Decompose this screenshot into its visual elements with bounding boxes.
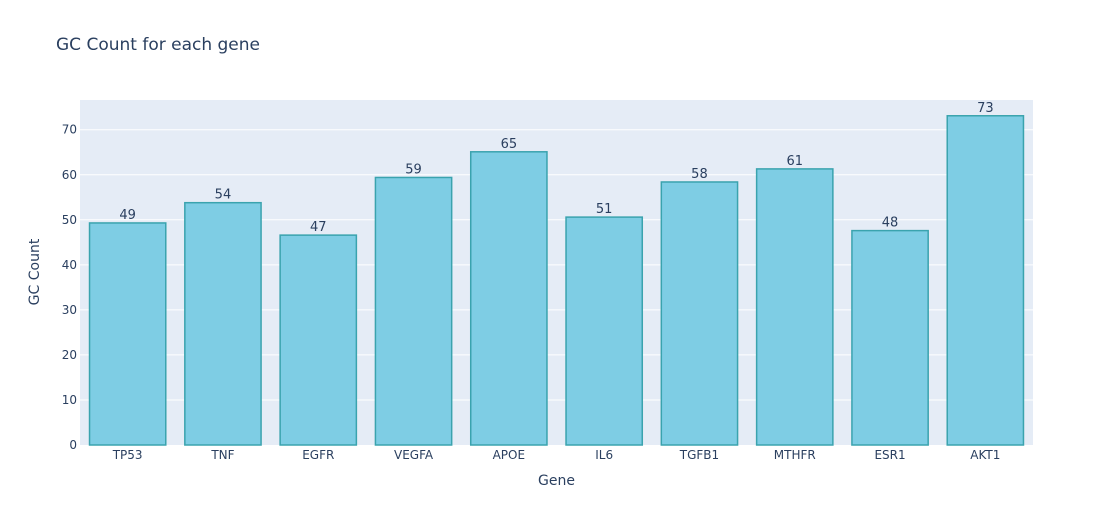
y-axis-title: GC Count bbox=[27, 238, 43, 305]
y-axis-ticks: 0 10 20 30 40 50 60 70 bbox=[62, 123, 77, 452]
data-label-akt1: 73 bbox=[977, 101, 994, 116]
data-label-esr1: 48 bbox=[882, 216, 899, 231]
data-label-tp53: 49 bbox=[119, 208, 136, 223]
y-tick-label: 30 bbox=[62, 303, 77, 317]
bar-tp53 bbox=[88, 222, 167, 446]
bar-il6 bbox=[565, 216, 644, 446]
x-tick-label-il6: IL6 bbox=[595, 448, 613, 462]
x-tick-label-egfr: EGFR bbox=[302, 448, 334, 462]
x-tick-label-akt1: AKT1 bbox=[970, 448, 1000, 462]
bar-akt1 bbox=[946, 115, 1025, 446]
x-tick-label-tp53: TP53 bbox=[112, 448, 143, 462]
bars bbox=[88, 115, 1025, 446]
y-tick-label: 0 bbox=[69, 438, 77, 452]
data-label-mthfr: 61 bbox=[786, 154, 803, 169]
x-tick-label-esr1: ESR1 bbox=[874, 448, 905, 462]
y-tick-label: 70 bbox=[62, 123, 77, 137]
bar-mthfr bbox=[755, 168, 834, 446]
data-label-vegfa: 59 bbox=[405, 162, 422, 177]
x-tick-label-tgfb1: TGFB1 bbox=[679, 448, 719, 462]
bar-vegfa bbox=[374, 176, 453, 446]
x-tick-label-apoe: APOE bbox=[493, 448, 525, 462]
bar-egfr bbox=[279, 234, 358, 446]
x-axis-ticks: TP53 TNF EGFR VEGFA APOE IL6 TGFB1 MTHFR ESR1 AKT… bbox=[112, 448, 1001, 462]
y-tick-label: 50 bbox=[62, 213, 77, 227]
bar-apoe bbox=[469, 151, 548, 446]
data-label-egfr: 47 bbox=[310, 220, 327, 235]
bar-tgfb1 bbox=[660, 181, 739, 446]
x-tick-label-mthfr: MTHFR bbox=[774, 448, 816, 462]
y-tick-label: 60 bbox=[62, 168, 77, 182]
data-labels: 49 54 47 59 65 51 58 61 48 73 bbox=[119, 101, 993, 235]
y-tick-label: 40 bbox=[62, 258, 77, 272]
chart-title: GC Count for each gene bbox=[56, 35, 260, 55]
x-tick-label-vegfa: VEGFA bbox=[394, 448, 434, 462]
data-label-tnf: 54 bbox=[215, 188, 232, 203]
y-tick-label: 20 bbox=[62, 348, 77, 362]
y-tick-label: 10 bbox=[62, 393, 77, 407]
data-label-il6: 51 bbox=[596, 202, 613, 217]
bar-tnf bbox=[184, 201, 262, 446]
x-axis-title: Gene bbox=[538, 473, 575, 489]
data-label-apoe: 65 bbox=[501, 137, 518, 152]
bar-esr1 bbox=[851, 229, 929, 446]
data-label-tgfb1: 58 bbox=[691, 167, 708, 182]
x-tick-label-tnf: TNF bbox=[210, 448, 234, 462]
